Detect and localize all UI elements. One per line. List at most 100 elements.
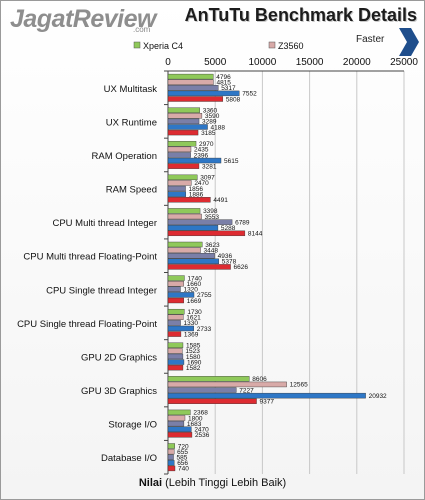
data-label: 6626 <box>234 264 249 271</box>
data-label: 4491 <box>213 197 228 204</box>
bar <box>167 320 181 326</box>
data-label: 2733 <box>197 326 212 333</box>
logo-domain: .com <box>133 25 151 34</box>
bar <box>167 454 174 460</box>
legend-label-1: Z3560 <box>278 41 304 51</box>
data-label: 9377 <box>260 399 275 406</box>
bar <box>167 353 184 360</box>
category-label: Storage I/O <box>108 420 157 431</box>
x-axis-label: Nilai (Lebih Tinggi Lebih Baik) <box>0 477 425 489</box>
data-label: 1800 <box>188 415 203 422</box>
data-label: 1523 <box>185 348 200 355</box>
data-label: 3590 <box>205 113 220 120</box>
bar <box>167 443 175 449</box>
bar <box>167 275 185 281</box>
bar <box>167 264 231 270</box>
bar <box>167 460 175 466</box>
data-label: 1369 <box>184 331 199 338</box>
data-label: 1669 <box>187 298 202 305</box>
bar <box>167 258 219 265</box>
category-label: Database I/O <box>101 453 157 464</box>
bar <box>167 174 198 181</box>
bar <box>167 124 208 130</box>
bar <box>167 432 193 438</box>
data-label: 2536 <box>195 432 210 439</box>
faster-label: Faster <box>356 34 385 45</box>
data-label: 4936 <box>218 253 233 260</box>
bar <box>167 415 186 421</box>
legend-swatch-1 <box>268 41 276 49</box>
data-label: 4796 <box>216 74 231 81</box>
data-label: 4188 <box>211 124 226 131</box>
data-label: 3398 <box>203 208 218 215</box>
data-label: 8144 <box>248 231 263 238</box>
data-label: 2470 <box>194 427 209 434</box>
x-tick-label-4: 20000 <box>343 57 371 68</box>
category-label: UX Multitask <box>104 84 158 95</box>
data-label: 8606 <box>252 376 267 383</box>
data-label: 585 <box>177 455 188 462</box>
bar <box>167 241 203 248</box>
data-label: 740 <box>178 466 189 473</box>
data-label: 3185 <box>201 130 216 137</box>
bar <box>167 146 192 153</box>
data-label: 2396 <box>194 152 209 159</box>
bar <box>167 448 175 455</box>
category-label: CPU Single thread Integer <box>46 285 157 296</box>
data-label: 1740 <box>187 275 202 282</box>
bar <box>167 398 257 404</box>
data-label: 2368 <box>193 410 208 417</box>
bar <box>167 197 211 203</box>
bar <box>167 465 176 472</box>
category-label: CPU Multi thread Floating-Point <box>23 252 157 263</box>
chart-title: AnTuTu Benchmark Details <box>184 5 417 25</box>
x-tick-label-5: 25000 <box>390 57 418 68</box>
data-label: 1690 <box>187 359 202 366</box>
data-label: 1660 <box>187 281 202 288</box>
data-label: 3097 <box>200 175 215 182</box>
data-label: 3448 <box>204 247 219 254</box>
data-label: 1580 <box>186 354 201 361</box>
category-label: RAM Speed <box>106 185 157 196</box>
bar <box>167 342 184 348</box>
logo-text: JagatReview <box>10 5 156 33</box>
bar <box>167 208 201 214</box>
bar <box>167 247 201 253</box>
bar <box>167 96 224 102</box>
category-label: UX Runtime <box>106 117 157 128</box>
bar <box>167 225 219 231</box>
bar <box>167 325 194 332</box>
data-label: 3289 <box>202 119 217 126</box>
data-label: 1730 <box>187 309 202 316</box>
bar <box>167 129 199 136</box>
data-label: 5378 <box>222 259 237 266</box>
data-label: 720 <box>178 443 189 450</box>
bar <box>167 152 191 158</box>
data-label: 1886 <box>189 191 204 198</box>
bar <box>167 387 237 393</box>
bar <box>167 107 200 113</box>
bar <box>167 163 200 169</box>
data-label: 7227 <box>239 387 254 394</box>
bar <box>167 73 214 80</box>
data-label: 655 <box>177 449 188 456</box>
x-axis-label-rest: (Lebih Tinggi Lebih Baik) <box>162 477 287 489</box>
bar <box>167 185 186 192</box>
bar <box>167 364 184 371</box>
data-label: 2435 <box>194 147 209 154</box>
bar <box>167 180 192 186</box>
data-label: 2470 <box>194 180 209 187</box>
bar <box>167 331 182 337</box>
x-tick-label-3: 15000 <box>296 57 324 68</box>
data-label: 12565 <box>290 382 308 389</box>
bar <box>167 141 197 147</box>
data-label: 3360 <box>203 107 218 114</box>
data-label: 2970 <box>199 141 214 148</box>
data-label: 5615 <box>224 158 239 165</box>
legend-label-0: Xperia C4 <box>143 41 183 51</box>
category-label: RAM Operation <box>92 151 157 162</box>
bar <box>167 376 250 382</box>
faster-arrow-icon <box>399 28 419 56</box>
bar <box>167 230 246 237</box>
bar <box>167 409 191 416</box>
